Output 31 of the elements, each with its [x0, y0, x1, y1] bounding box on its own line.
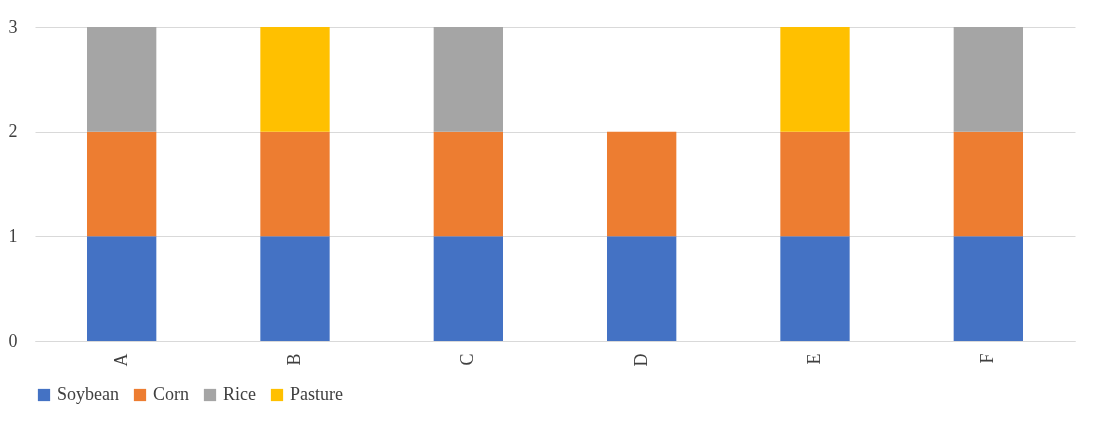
bar [433, 131, 503, 237]
legend-label: Rice [223, 384, 256, 404]
bar [260, 27, 330, 132]
x-tick-label: D [630, 353, 651, 367]
bar [260, 131, 330, 237]
bar [953, 27, 1023, 132]
bar [260, 236, 330, 341]
bar [780, 236, 850, 341]
bar [953, 131, 1023, 237]
bar [607, 236, 677, 341]
y-tick-label: 3 [8, 16, 18, 37]
bar [607, 131, 677, 237]
x-tick-label: E [804, 353, 824, 365]
bar [433, 27, 503, 132]
bar [953, 236, 1023, 341]
y-tick-label: 2 [8, 121, 18, 142]
bar [780, 27, 850, 132]
legend-label: Soybean [57, 384, 119, 404]
bar [433, 236, 503, 341]
legend-label: Corn [153, 384, 189, 404]
legend-label: Pasture [290, 384, 343, 404]
bar [87, 27, 157, 132]
bar [87, 236, 157, 341]
x-tick-label: B [284, 353, 304, 366]
y-tick-label: 1 [8, 225, 18, 246]
x-tick-label: C [457, 353, 478, 366]
bar [87, 131, 157, 237]
x-tick-label: A [110, 353, 131, 367]
x-tick-label: F [977, 353, 998, 364]
bar [780, 131, 850, 237]
y-tick-label: 0 [8, 330, 18, 351]
